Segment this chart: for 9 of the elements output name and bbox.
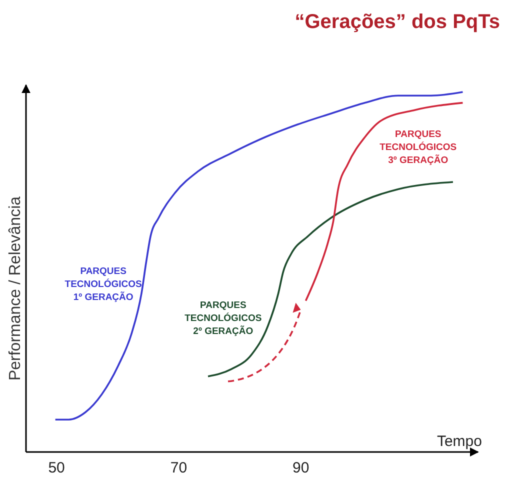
chart-title: “Gerações” dos PqTs — [294, 11, 500, 33]
series-label: PARQUES TECNOLÓGICOS 3º GERAÇÃO — [380, 129, 457, 166]
x-axis-title: Tempo — [436, 433, 482, 450]
x-tick-label: 50 — [48, 460, 65, 477]
series-label: PARQUES TECNOLÓGICOS 2º GERAÇÃO — [184, 300, 262, 337]
series-label: PARQUES TECNOLÓGICOS 1º GERAÇÃO — [64, 266, 142, 304]
y-axis-title: Performance / Relevância — [7, 196, 24, 381]
x-tick-label: 70 — [170, 460, 188, 477]
x-tick-label: 90 — [292, 460, 310, 477]
